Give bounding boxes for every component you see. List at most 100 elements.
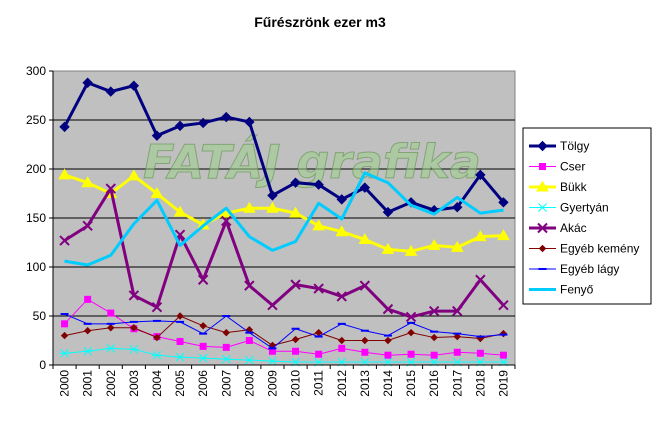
data-point (59, 348, 70, 358)
data-point (427, 238, 441, 250)
data-point (405, 311, 417, 323)
data-point (60, 331, 69, 340)
series-line (63, 187, 505, 319)
series-3 (59, 343, 509, 367)
data-point (338, 344, 346, 352)
data-point (289, 206, 302, 218)
series-7 (64, 171, 504, 267)
data-point (58, 168, 71, 180)
x-tick-label: 2004 (150, 370, 164, 397)
legend: Tölgy Cser Bükk Gyertyán Akác Egyéb kemény Egy… (522, 127, 652, 305)
data-point (59, 235, 70, 246)
data-point (267, 356, 278, 366)
data-point (199, 342, 207, 350)
data-point (173, 205, 187, 217)
legend-label: Bükk (560, 180, 588, 194)
series-line (64, 171, 504, 267)
data-point (221, 354, 232, 364)
y-tick-label: 150 (26, 211, 46, 225)
data-point (361, 348, 369, 356)
data-point (452, 305, 463, 317)
legend-box (522, 127, 652, 305)
data-point (473, 230, 487, 242)
data-point (430, 351, 438, 359)
legend-label: Egyéb kemény (560, 242, 639, 256)
data-point (176, 337, 184, 345)
data-point (336, 194, 347, 205)
legend-label: Egyéb lágy (560, 262, 619, 276)
data-point (82, 220, 93, 232)
data-point (476, 349, 484, 357)
data-point (105, 86, 116, 97)
legend-marker (538, 244, 547, 253)
data-point (384, 351, 392, 359)
data-point (107, 324, 115, 332)
data-point (267, 300, 278, 311)
data-point (313, 283, 324, 294)
x-tick-label: 2009 (265, 370, 279, 397)
data-point (361, 336, 369, 345)
data-point (174, 120, 186, 132)
x-tick-label: 2008 (242, 370, 256, 397)
data-point (475, 169, 486, 181)
x-tick-label: 2002 (104, 370, 118, 397)
series-4 (59, 183, 509, 323)
legend-marker (537, 140, 548, 152)
x-tick-label: 2006 (196, 370, 210, 397)
data-point (127, 169, 141, 181)
data-point (290, 177, 301, 188)
data-point (245, 337, 253, 344)
data-point (475, 274, 486, 285)
data-point (335, 225, 349, 237)
x-tick-label: 2010 (289, 370, 303, 397)
data-point (107, 309, 115, 317)
x-tick-label: 2003 (127, 370, 141, 397)
x-tick-label: 2007 (219, 370, 233, 397)
data-point (407, 328, 415, 337)
data-point (291, 335, 300, 344)
data-point (453, 332, 461, 341)
data-point (292, 347, 300, 355)
data-point (428, 305, 440, 317)
data-point (382, 206, 394, 218)
chart-title: Fűrészrönk ezer m3 (254, 14, 386, 30)
data-point (198, 353, 209, 363)
data-point (382, 303, 394, 315)
data-point (266, 201, 279, 213)
data-point (430, 333, 438, 342)
legend-item: Bükk (529, 180, 588, 194)
legend-marker (539, 163, 546, 170)
data-point (83, 326, 92, 335)
y-tick-label: 250 (26, 113, 46, 127)
data-point (407, 350, 415, 358)
legend-item: Cser (529, 160, 585, 174)
data-point (59, 121, 70, 133)
x-tick-label: 2012 (335, 370, 349, 397)
legend-item: Tölgy (529, 139, 589, 153)
legend-item: Egyéb lágy (529, 262, 619, 276)
data-point (244, 280, 255, 291)
series-2 (58, 168, 510, 256)
data-point (82, 346, 93, 356)
x-tick-label: 2015 (404, 370, 418, 397)
series-line (64, 298, 504, 356)
data-point (84, 295, 92, 303)
legend-label: Fenyő (560, 283, 594, 297)
data-point (267, 190, 278, 201)
y-tick-label: 0 (39, 358, 46, 372)
x-tick-label: 2005 (173, 370, 187, 397)
data-point (175, 352, 186, 362)
x-tick-label: 2018 (473, 370, 487, 397)
data-point (199, 322, 207, 330)
data-point (499, 351, 507, 359)
y-tick-label: 50 (33, 309, 47, 323)
legend-label: Akác (560, 221, 587, 235)
series-lines (58, 77, 510, 367)
y-tick-label: 200 (26, 162, 46, 176)
legend-item: Fenyő (529, 283, 594, 297)
data-point (315, 350, 323, 358)
legend-label: Gyertyán (560, 201, 609, 215)
data-point (222, 328, 230, 337)
